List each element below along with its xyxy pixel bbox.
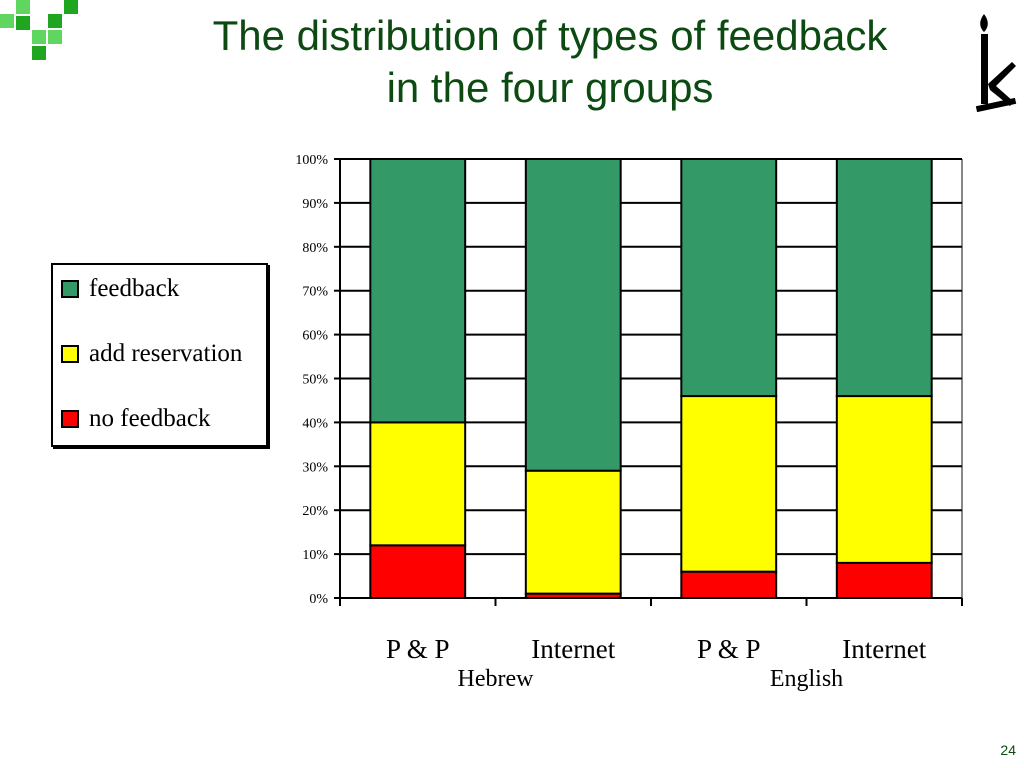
y-tick-label: 90% <box>302 197 328 212</box>
x-category-label: P & P <box>386 634 450 664</box>
y-tick-label: 70% <box>302 285 328 300</box>
legend-label-feedback: feedback <box>89 275 180 302</box>
x-group-label: English <box>770 666 843 692</box>
bar-segment-feedback <box>524 158 622 472</box>
legend-swatch-add-reservation <box>61 345 79 363</box>
y-tick-label: 50% <box>302 373 328 388</box>
axis-labels: 0% 10% 20% 30% 40% 50% 60% 70% 80% 90% 100% P & P In… <box>295 153 926 692</box>
bar-segment-feedback <box>680 158 778 398</box>
title-line-2: in the four groups <box>386 64 714 111</box>
y-tick-label: 60% <box>302 329 328 344</box>
x-group-label: Hebrew <box>458 666 535 692</box>
bar-segment-add-reservation <box>680 395 778 573</box>
axes <box>334 158 963 606</box>
bar-segment-add-reservation <box>369 421 467 547</box>
y-tick-label: 20% <box>302 504 328 519</box>
x-category-label: P & P <box>697 634 761 664</box>
bar-segment-no-feedback <box>835 561 933 600</box>
chart-legend: feedback add reservation no feedback <box>51 263 268 447</box>
legend-label-no-feedback: no feedback <box>89 405 211 432</box>
legend-item-add-reservation: add reservation <box>61 339 242 369</box>
legend-swatch-feedback <box>61 280 79 298</box>
green-checkmark-logo <box>0 0 78 60</box>
legend-swatch-no-feedback <box>61 410 79 428</box>
torch-emblem-logo <box>975 14 1017 113</box>
slide-title: The distribution of types of feedback in… <box>150 10 950 114</box>
y-tick-label: 80% <box>302 241 328 256</box>
x-category-label: Internet <box>531 634 615 664</box>
bar-segment-feedback <box>369 158 467 424</box>
legend-label-add-reservation: add reservation <box>89 340 243 367</box>
bars <box>369 158 933 600</box>
legend-item-feedback: feedback <box>61 274 179 304</box>
y-tick-label: 100% <box>295 153 328 168</box>
y-tick-label: 0% <box>309 592 328 607</box>
bar-segment-add-reservation <box>835 395 933 564</box>
title-line-1: The distribution of types of feedback <box>212 12 888 59</box>
slide-number: 24 <box>1000 742 1016 758</box>
bar-segment-add-reservation <box>524 469 622 595</box>
y-tick-label: 30% <box>302 460 328 475</box>
bar-segment-no-feedback <box>680 570 778 599</box>
legend-item-no-feedback: no feedback <box>61 404 210 434</box>
y-tick-label: 10% <box>302 548 328 563</box>
x-category-label: Internet <box>842 634 926 664</box>
bar-segment-no-feedback <box>369 544 467 600</box>
y-tick-label: 40% <box>302 416 328 431</box>
bar-segment-feedback <box>835 158 933 398</box>
